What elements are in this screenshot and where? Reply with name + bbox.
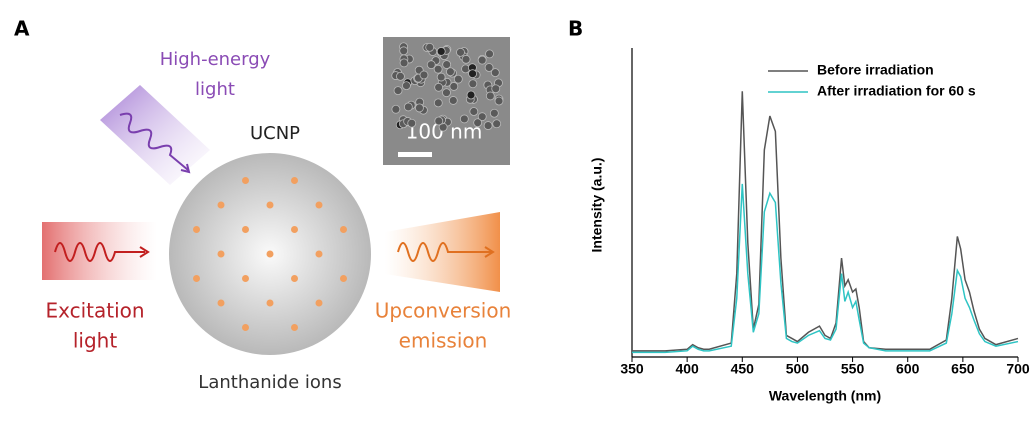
- ion-dot: [316, 202, 323, 209]
- tem-particle: [484, 122, 492, 130]
- series-line: [632, 91, 1018, 351]
- ion-dot: [291, 226, 298, 233]
- label: Upconversion: [375, 299, 512, 323]
- tem-particle: [434, 65, 442, 73]
- ion-dot: [218, 300, 225, 307]
- label: Excitation: [45, 299, 144, 323]
- ion-dot: [218, 202, 225, 209]
- panel-label: A: [14, 17, 30, 41]
- x-tick-label: 700: [1006, 361, 1030, 377]
- tem-particle: [435, 83, 443, 91]
- x-tick-label: 600: [896, 361, 920, 377]
- tem-particle: [469, 80, 477, 88]
- tem-particle: [454, 75, 462, 83]
- tem-particle: [446, 68, 454, 76]
- tem-particle: [474, 119, 482, 127]
- panel-label: B: [568, 17, 583, 41]
- ion-dot: [340, 226, 347, 233]
- tem-particle: [486, 50, 494, 58]
- tem-particle: [469, 70, 477, 78]
- label: light: [73, 329, 117, 353]
- ion-dot: [316, 300, 323, 307]
- legend-label: Before irradiation: [817, 62, 934, 78]
- legend-label: After irradiation for 60 s: [817, 83, 976, 99]
- tem-particle: [493, 120, 501, 128]
- label: UCNP: [250, 123, 300, 144]
- tem-particle: [434, 99, 442, 107]
- tem-particle: [402, 82, 410, 90]
- ion-dot: [218, 251, 225, 258]
- x-tick-label: 650: [951, 361, 975, 377]
- tem-particle: [426, 43, 434, 51]
- ion-dot: [267, 251, 274, 258]
- tem-particle: [394, 87, 402, 95]
- ion-dot: [267, 202, 274, 209]
- tem-particle: [467, 91, 475, 99]
- tem-particle: [404, 103, 412, 111]
- ion-dot: [242, 275, 249, 282]
- ion-dot: [340, 275, 347, 282]
- x-tick-label: 550: [841, 361, 865, 377]
- tem-particle: [443, 61, 451, 69]
- ion-dot: [193, 275, 200, 282]
- ion-dot: [242, 177, 249, 184]
- ion-dot: [267, 300, 274, 307]
- tem-particle: [490, 109, 498, 117]
- series-line: [632, 184, 1018, 352]
- tem-particle: [415, 104, 423, 112]
- tem-particle: [400, 47, 408, 55]
- ion-dot: [291, 275, 298, 282]
- scale-bar: [398, 152, 432, 157]
- tem-particle: [408, 119, 416, 127]
- label: emission: [399, 329, 488, 353]
- tem-particle: [435, 117, 443, 125]
- tem-particle: [478, 56, 486, 64]
- tem-particle: [396, 72, 404, 80]
- ion-dot: [291, 177, 298, 184]
- x-tick-label: 500: [786, 361, 810, 377]
- ion-dot: [193, 226, 200, 233]
- tem-particle: [470, 108, 478, 116]
- label: Lanthanide ions: [198, 372, 341, 393]
- label: High-energy: [160, 49, 271, 70]
- tem-particle: [437, 47, 445, 55]
- y-axis-label: Intensity (a.u.): [589, 158, 605, 253]
- tem-particle: [495, 97, 503, 105]
- ion-dot: [291, 324, 298, 331]
- x-tick-label: 400: [675, 361, 699, 377]
- tem-particle: [437, 73, 445, 81]
- tem-particle: [420, 71, 428, 79]
- tem-particle: [460, 115, 468, 123]
- tem-particle: [485, 63, 493, 71]
- tem-particle: [427, 61, 435, 69]
- tem-particle: [457, 48, 465, 56]
- high-energy-beam: [100, 85, 210, 185]
- x-tick-label: 350: [620, 361, 644, 377]
- tem-particle: [442, 89, 450, 97]
- tem-particle: [392, 105, 400, 113]
- ion-dot: [242, 324, 249, 331]
- tem-particle: [492, 85, 500, 93]
- x-tick-label: 450: [731, 361, 755, 377]
- tem-particle: [400, 59, 408, 67]
- figure: A B 100 nm High-energy light UCNP Excita…: [0, 0, 1035, 419]
- x-axis-label: Wavelength (nm): [769, 388, 881, 404]
- ion-dot: [242, 226, 249, 233]
- tem-particle: [462, 55, 470, 63]
- tem-particle: [486, 92, 494, 100]
- ion-dot: [316, 251, 323, 258]
- label: light: [195, 79, 235, 100]
- tem-particle: [449, 96, 457, 104]
